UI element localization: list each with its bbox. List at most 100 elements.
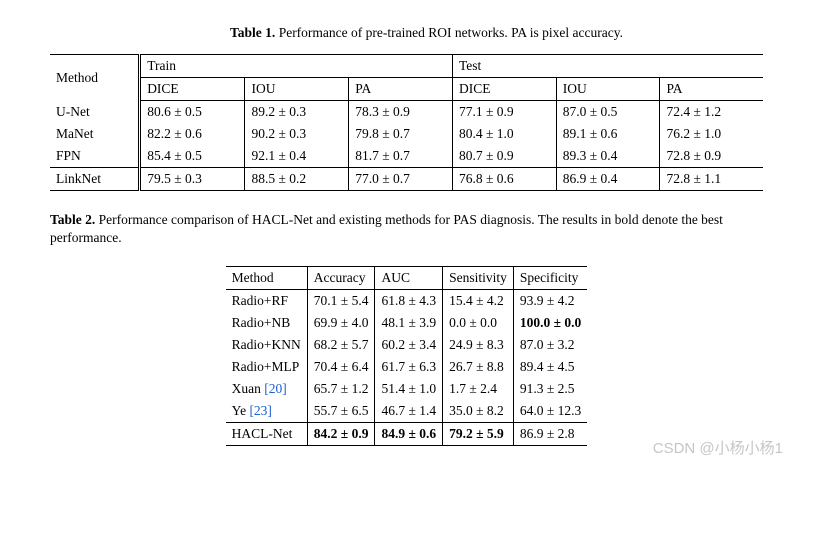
table2-value-cell: 70.1 ± 5.4 xyxy=(307,289,375,312)
table2-method-cell: Radio+NB xyxy=(226,312,308,334)
table1-header-row-1: Method Train Test xyxy=(50,55,763,78)
table1-h-pa-train: PA xyxy=(349,78,453,101)
table2-value-cell: 86.9 ± 2.8 xyxy=(513,422,587,445)
table1-value-cell: 76.8 ± 0.6 xyxy=(452,168,556,191)
table2-method-cell: Ye [23] xyxy=(226,400,308,423)
table2-h-accuracy: Accuracy xyxy=(307,266,375,289)
table1-value-cell: 78.3 ± 0.9 xyxy=(349,101,453,124)
table2-value-cell: 89.4 ± 4.5 xyxy=(513,356,587,378)
table2-caption: Table 2. Performance comparison of HACL-… xyxy=(50,211,763,247)
table2-value-cell: 26.7 ± 8.8 xyxy=(443,356,514,378)
table1-value-cell: 79.5 ± 0.3 xyxy=(140,168,245,191)
table1-caption-label: Table 1. xyxy=(230,25,275,40)
table1-value-cell: 85.4 ± 0.5 xyxy=(140,145,245,168)
table2-value-cell: 69.9 ± 4.0 xyxy=(307,312,375,334)
table-row: Radio+RF70.1 ± 5.461.8 ± 4.315.4 ± 4.293… xyxy=(226,289,588,312)
table1-value-cell: 72.8 ± 1.1 xyxy=(660,168,763,191)
table-row: LinkNet79.5 ± 0.388.5 ± 0.277.0 ± 0.776.… xyxy=(50,168,763,191)
table-row: Radio+KNN68.2 ± 5.760.2 ± 3.424.9 ± 8.38… xyxy=(226,334,588,356)
table1-h-test: Test xyxy=(452,55,763,78)
table-row: U-Net80.6 ± 0.589.2 ± 0.378.3 ± 0.977.1 … xyxy=(50,101,763,124)
table-row: Radio+NB69.9 ± 4.048.1 ± 3.90.0 ± 0.0100… xyxy=(226,312,588,334)
table1-value-cell: 76.2 ± 1.0 xyxy=(660,123,763,145)
table1-h-dice-test: DICE xyxy=(452,78,556,101)
table1-value-cell: 80.4 ± 1.0 xyxy=(452,123,556,145)
table2-value-cell: 84.9 ± 0.6 xyxy=(375,422,443,445)
table1-h-method: Method xyxy=(50,55,140,101)
table2-value-cell: 48.1 ± 3.9 xyxy=(375,312,443,334)
table2-value-cell: 61.7 ± 6.3 xyxy=(375,356,443,378)
table1-value-cell: 77.0 ± 0.7 xyxy=(349,168,453,191)
table2-h-sensitivity: Sensitivity xyxy=(443,266,514,289)
table2-caption-text: Performance comparison of HACL-Net and e… xyxy=(50,212,723,245)
table1-h-iou-train: IOU xyxy=(245,78,349,101)
table1: Method Train Test DICE IOU PA DICE IOU P… xyxy=(50,54,763,191)
table2-value-cell: 15.4 ± 4.2 xyxy=(443,289,514,312)
table2-value-cell: 65.7 ± 1.2 xyxy=(307,378,375,400)
page-container: Table 1. Performance of pre-trained ROI … xyxy=(0,0,813,466)
table2-value-cell: 46.7 ± 1.4 xyxy=(375,400,443,423)
table2-value-cell: 64.0 ± 12.3 xyxy=(513,400,587,423)
table-row: Radio+MLP70.4 ± 6.461.7 ± 6.326.7 ± 8.88… xyxy=(226,356,588,378)
table2-value-cell: 84.2 ± 0.9 xyxy=(307,422,375,445)
table1-value-cell: 80.6 ± 0.5 xyxy=(140,101,245,124)
table1-value-cell: 86.9 ± 0.4 xyxy=(556,168,660,191)
table2-value-cell: 35.0 ± 8.2 xyxy=(443,400,514,423)
table2-value-cell: 0.0 ± 0.0 xyxy=(443,312,514,334)
table1-h-iou-test: IOU xyxy=(556,78,660,101)
table2-header-row: Method Accuracy AUC Sensitivity Specific… xyxy=(226,266,588,289)
table2-value-cell: 24.9 ± 8.3 xyxy=(443,334,514,356)
table2-value-cell: 51.4 ± 1.0 xyxy=(375,378,443,400)
table-row: HACL-Net84.2 ± 0.984.9 ± 0.679.2 ± 5.986… xyxy=(226,422,588,445)
table1-h-pa-test: PA xyxy=(660,78,763,101)
table2-caption-label: Table 2. xyxy=(50,212,95,227)
table2: Method Accuracy AUC Sensitivity Specific… xyxy=(226,266,588,446)
table2-h-auc: AUC xyxy=(375,266,443,289)
table2-method-cell: HACL-Net xyxy=(226,422,308,445)
table1-value-cell: 72.8 ± 0.9 xyxy=(660,145,763,168)
table2-value-cell: 68.2 ± 5.7 xyxy=(307,334,375,356)
table2-method-cell: Xuan [20] xyxy=(226,378,308,400)
table1-value-cell: 92.1 ± 0.4 xyxy=(245,145,349,168)
table2-value-cell: 55.7 ± 6.5 xyxy=(307,400,375,423)
table2-value-cell: 1.7 ± 2.4 xyxy=(443,378,514,400)
table1-value-cell: 89.1 ± 0.6 xyxy=(556,123,660,145)
watermark-text: CSDN @小杨小杨1 xyxy=(653,437,783,458)
citation-ref: [20] xyxy=(264,381,287,396)
table1-caption-text: Performance of pre-trained ROI networks.… xyxy=(279,25,623,40)
table1-value-cell: 79.8 ± 0.7 xyxy=(349,123,453,145)
table1-value-cell: 89.2 ± 0.3 xyxy=(245,101,349,124)
table1-method-cell: FPN xyxy=(50,145,140,168)
table1-value-cell: 81.7 ± 0.7 xyxy=(349,145,453,168)
table1-h-train: Train xyxy=(140,55,453,78)
table2-method-cell: Radio+MLP xyxy=(226,356,308,378)
table2-value-cell: 87.0 ± 3.2 xyxy=(513,334,587,356)
table1-caption: Table 1. Performance of pre-trained ROI … xyxy=(50,24,763,42)
table1-value-cell: 89.3 ± 0.4 xyxy=(556,145,660,168)
table-row: Xuan [20]65.7 ± 1.251.4 ± 1.01.7 ± 2.491… xyxy=(226,378,588,400)
citation-ref: [23] xyxy=(249,403,272,418)
table2-value-cell: 100.0 ± 0.0 xyxy=(513,312,587,334)
table2-method-cell: Radio+KNN xyxy=(226,334,308,356)
table-row: MaNet82.2 ± 0.690.2 ± 0.379.8 ± 0.780.4 … xyxy=(50,123,763,145)
table1-h-dice-train: DICE xyxy=(140,78,245,101)
table1-value-cell: 77.1 ± 0.9 xyxy=(452,101,556,124)
table1-value-cell: 82.2 ± 0.6 xyxy=(140,123,245,145)
table2-value-cell: 93.9 ± 4.2 xyxy=(513,289,587,312)
table2-h-method: Method xyxy=(226,266,308,289)
table2-value-cell: 60.2 ± 3.4 xyxy=(375,334,443,356)
table1-method-cell: U-Net xyxy=(50,101,140,124)
table2-value-cell: 91.3 ± 2.5 xyxy=(513,378,587,400)
table2-value-cell: 70.4 ± 6.4 xyxy=(307,356,375,378)
table-row: FPN85.4 ± 0.592.1 ± 0.481.7 ± 0.780.7 ± … xyxy=(50,145,763,168)
table1-value-cell: 87.0 ± 0.5 xyxy=(556,101,660,124)
table1-value-cell: 90.2 ± 0.3 xyxy=(245,123,349,145)
table1-value-cell: 72.4 ± 1.2 xyxy=(660,101,763,124)
table2-value-cell: 61.8 ± 4.3 xyxy=(375,289,443,312)
table1-value-cell: 88.5 ± 0.2 xyxy=(245,168,349,191)
table1-method-cell: LinkNet xyxy=(50,168,140,191)
table2-method-cell: Radio+RF xyxy=(226,289,308,312)
table1-method-cell: MaNet xyxy=(50,123,140,145)
table1-header-row-2: DICE IOU PA DICE IOU PA xyxy=(50,78,763,101)
table2-h-specificity: Specificity xyxy=(513,266,587,289)
